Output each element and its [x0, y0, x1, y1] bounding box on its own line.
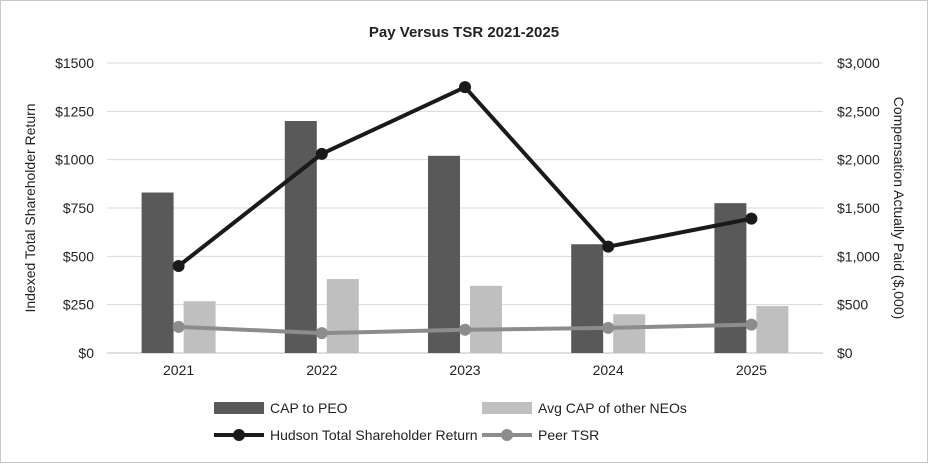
right-tick-label: $500 [837, 297, 868, 313]
right-tick-label: $2,000 [837, 152, 880, 168]
bar-avg-cap-neos [470, 285, 502, 353]
point-hudson-tsr [602, 240, 615, 253]
legend-avg-cap-neos-swatch [482, 402, 532, 414]
bar-cap-peo [141, 192, 174, 353]
right-tick-label: $0 [837, 345, 853, 361]
x-tick-label: 2023 [449, 362, 480, 378]
legend-avg-cap-neos-label: Avg CAP of other NEOs [538, 400, 687, 416]
line-hudson-tsr [177, 85, 752, 268]
point-hudson-tsr [745, 212, 758, 225]
left-axis-title: Indexed Total Shareholder Return [22, 103, 38, 312]
point-hudson-tsr [315, 147, 328, 160]
left-tick-label: $250 [63, 297, 94, 313]
point-peer-tsr [745, 318, 758, 331]
point-hudson-tsr [172, 260, 185, 272]
legend: CAP to PEO Avg CAP of other NEOs Hudson To… [214, 400, 687, 443]
right-tick-label: $1,500 [837, 200, 880, 216]
left-tick-label: $1250 [55, 103, 94, 119]
x-tick-label: 2024 [593, 362, 624, 378]
legend-cap-peo-label: CAP to PEO [270, 400, 348, 416]
bar-cap-peo [428, 155, 460, 353]
bar-avg-cap-neos [613, 314, 646, 353]
bar-cap-peo [571, 244, 604, 353]
lines [172, 81, 758, 340]
legend-hudson-tsr-marker [233, 429, 245, 441]
gridlines [107, 62, 823, 354]
x-axis-ticks: 2021 2022 2023 2024 2025 [163, 362, 767, 378]
right-tick-label: $1,000 [837, 248, 880, 264]
right-axis-title: Compensation Actually Paid ($,000) [891, 97, 907, 320]
right-tick-label: $3,000 [837, 55, 880, 71]
bar-cap-peo [284, 121, 317, 353]
point-peer-tsr [459, 323, 471, 336]
legend-cap-peo-swatch [214, 402, 264, 414]
chart-title: Pay Versus TSR 2021-2025 [369, 24, 559, 41]
right-axis-ticks: $0 $500 $1,000 $1,500 $2,000 $2,500 $3,000 [837, 55, 880, 361]
point-hudson-tsr [459, 81, 471, 94]
bar-avg-cap-neos [326, 279, 359, 353]
bar-avg-cap-neos [756, 306, 789, 353]
left-tick-label: $1500 [55, 55, 94, 71]
point-peer-tsr [602, 321, 615, 334]
right-tick-label: $2,500 [837, 103, 880, 119]
left-tick-label: $750 [63, 200, 94, 216]
x-tick-label: 2022 [306, 362, 337, 378]
legend-hudson-tsr-label: Hudson Total Shareholder Return [270, 427, 478, 443]
legend-peer-tsr-marker [501, 429, 513, 441]
x-tick-label: 2025 [736, 362, 767, 378]
bar-cap-peo [714, 203, 747, 353]
left-axis-ticks: $0 $250 $500 $750 $1000 $1250 $1500 [55, 55, 94, 361]
point-peer-tsr [315, 327, 328, 340]
left-tick-label: $1000 [55, 152, 94, 168]
point-peer-tsr [172, 320, 185, 333]
left-tick-label: $500 [63, 248, 94, 264]
left-tick-label: $0 [78, 345, 94, 361]
legend-peer-tsr-label: Peer TSR [538, 427, 599, 443]
bars [141, 121, 789, 353]
x-tick-label: 2021 [163, 362, 194, 378]
